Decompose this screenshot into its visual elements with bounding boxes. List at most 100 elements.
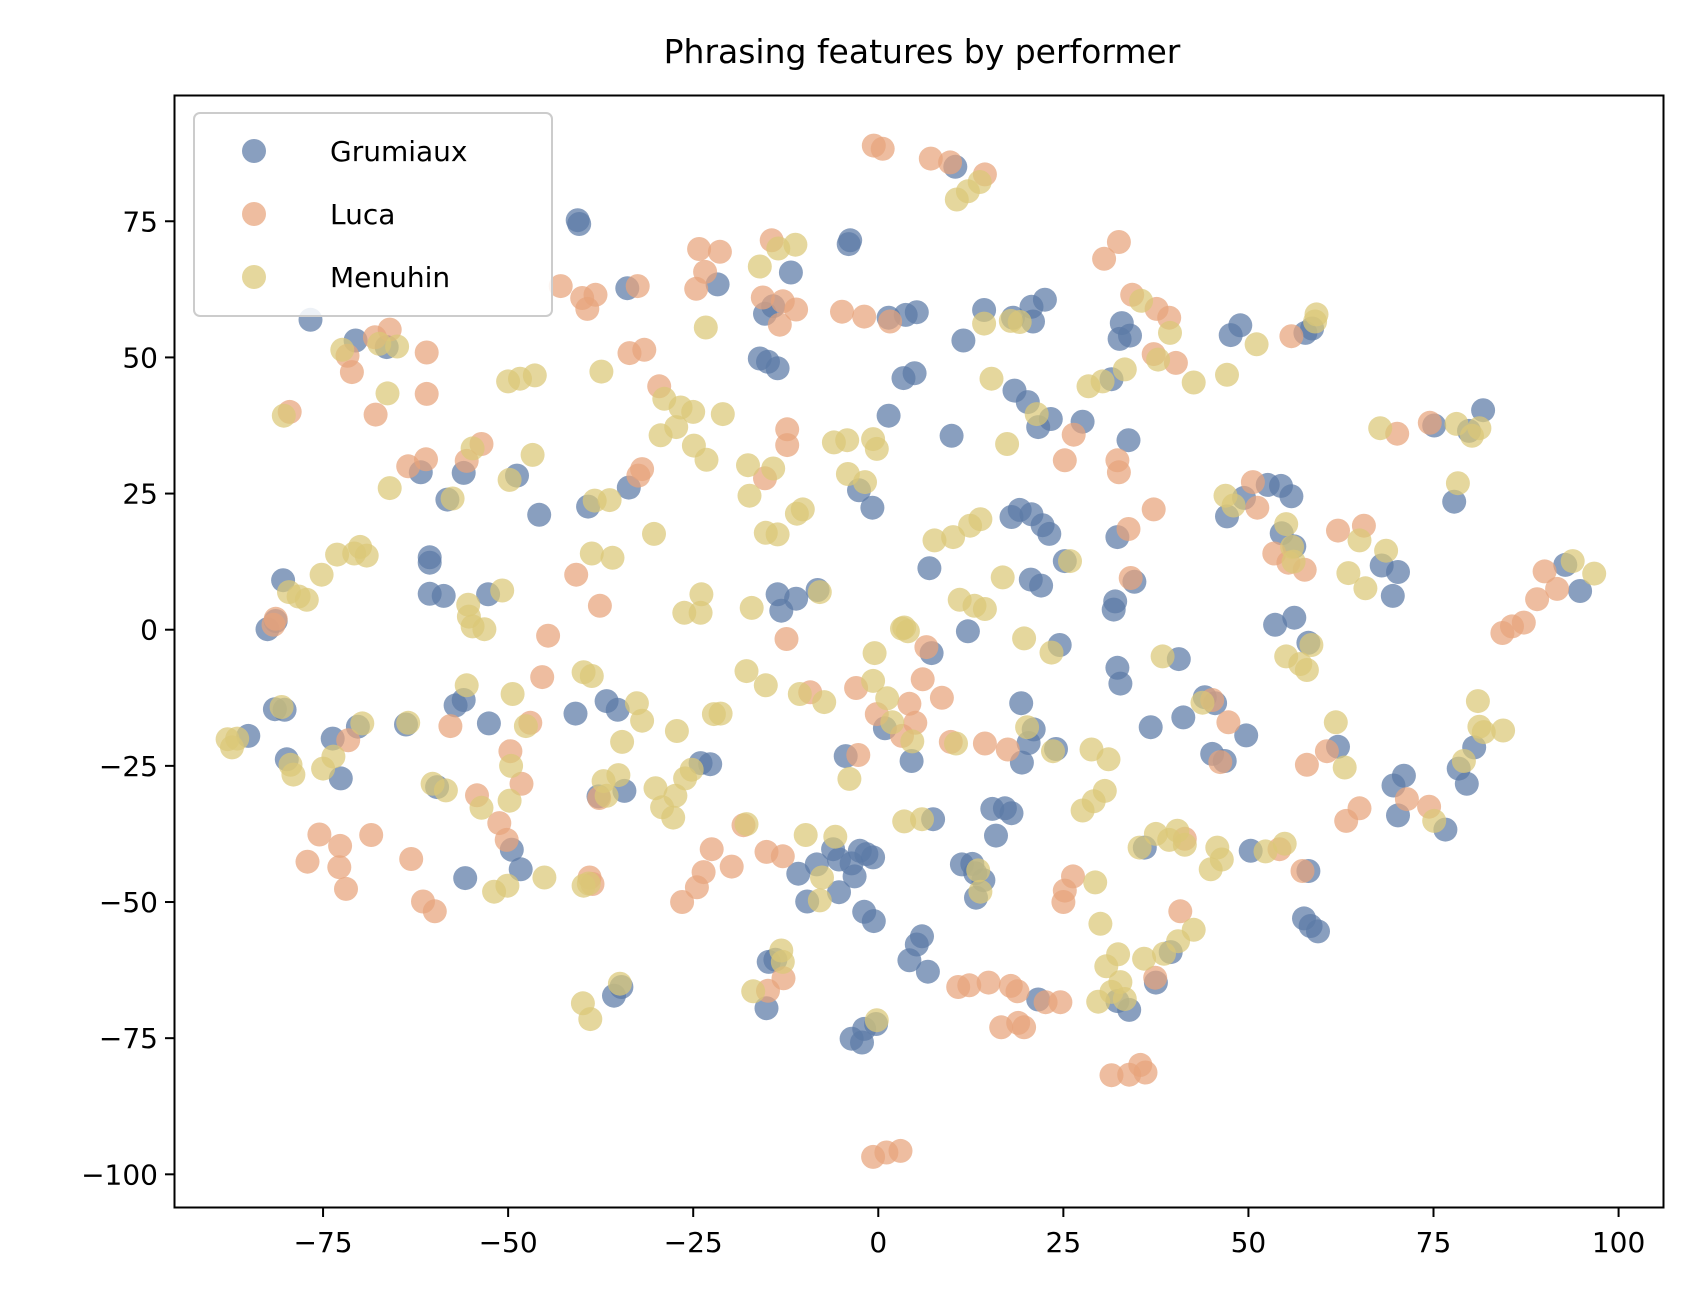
point-luca-133 [1061,864,1085,889]
point-menuhin-116 [1190,690,1215,715]
point-menuhin-62 [689,582,714,607]
point-grumiaux-8 [765,356,790,381]
point-menuhin-202 [1127,835,1152,860]
point-luca-11 [687,237,712,261]
point-grumiaux-11 [836,232,861,257]
point-menuhin-152 [643,776,668,801]
point-menuhin-45 [497,467,522,492]
point-menuhin-117 [1323,710,1348,735]
point-menuhin-63 [739,595,764,620]
point-menuhin-65 [972,311,997,336]
point-menuhin-158 [734,659,759,684]
point-grumiaux-135 [852,899,877,924]
point-menuhin-86 [1112,357,1137,382]
point-menuhin-180 [578,1007,603,1032]
point-luca-23 [1106,230,1131,254]
point-luca-127 [1012,1015,1037,1040]
point-grumiaux-133 [827,880,851,905]
point-menuhin-186 [1015,715,1040,740]
point-menuhin-206 [1165,818,1190,843]
point-luca-61 [1245,495,1270,520]
point-menuhin-169 [837,766,862,791]
point-luca-87 [438,714,463,739]
point-grumiaux-59 [1037,521,1062,546]
y-tick-label: 50 [122,341,158,374]
point-luca-115 [903,710,928,735]
point-menuhin-5 [783,232,808,257]
point-menuhin-194 [1088,911,1113,936]
point-menuhin-99 [1281,549,1306,574]
point-grumiaux-173 [1108,671,1133,696]
point-menuhin-108 [1460,423,1484,448]
point-grumiaux-16 [902,361,927,386]
point-menuhin-101 [1347,528,1372,553]
point-grumiaux-90 [1442,489,1467,514]
point-menuhin-127 [225,726,250,751]
x-tick-label: 50 [1231,1226,1267,1259]
point-luca-90 [494,827,519,852]
point-grumiaux-178 [1234,723,1259,748]
point-menuhin-199 [1112,987,1137,1011]
point-menuhin-215 [594,783,619,808]
point-menuhin-21 [648,423,673,448]
y-axis: 75 50 25 0 −25 −50 −75 −100 [81,205,175,1191]
legend-label-menuhin: Menuhin [330,261,450,294]
point-grumiaux-185 [1171,705,1196,730]
point-luca-18 [767,312,792,337]
point-menuhin-162 [741,979,766,1004]
point-grumiaux-158 [1009,691,1034,716]
point-menuhin-157 [734,812,759,837]
point-luca-43 [632,337,657,362]
chart-title: Phrasing features by performer [664,32,1181,71]
point-luca-121 [957,973,982,998]
point-menuhin-19 [710,402,735,427]
point-menuhin-142 [532,865,557,890]
point-grumiaux-14 [904,300,929,325]
point-menuhin-163 [787,682,812,706]
point-grumiaux-88 [1386,560,1410,584]
point-luca-80 [307,822,332,847]
point-luca-139 [1143,965,1168,990]
point-menuhin-214 [1272,831,1297,856]
point-grumiaux-121 [754,996,779,1021]
point-luca-51 [587,593,612,618]
point-grumiaux-72 [1103,589,1128,614]
point-luca-124 [1005,979,1030,1004]
legend-label-grumiaux: Grumiaux [330,135,467,168]
point-grumiaux-95 [1568,579,1593,603]
point-menuhin-67 [1007,310,1032,334]
point-grumiaux-30 [527,502,552,527]
point-luca-22 [1092,246,1117,271]
point-grumiaux-146 [915,959,940,984]
point-menuhin-156 [708,701,733,726]
point-menuhin-128 [269,695,294,719]
point-grumiaux-9 [778,260,803,285]
point-luca-151 [1394,787,1419,812]
point-menuhin-184 [966,858,991,883]
plot-frame [173,94,1665,1209]
point-luca-5 [548,274,573,299]
point-luca-135 [1099,1063,1124,1088]
legend-box [193,112,553,317]
x-tick-label: 100 [1592,1226,1645,1259]
point-menuhin-130 [281,762,306,787]
point-luca-140 [1168,899,1193,924]
point-luca-57 [1116,517,1141,541]
point-menuhin-27 [835,428,860,453]
point-menuhin-75 [990,565,1015,590]
point-grumiaux-78 [1279,484,1304,509]
point-menuhin-105 [1445,471,1470,496]
point-grumiaux-61 [1029,573,1054,598]
point-luca-92 [509,771,534,796]
point-menuhin-120 [1465,689,1490,714]
y-tick-label: −100 [81,1158,158,1191]
point-menuhin-174 [880,710,905,735]
point-menuhin-151 [630,708,655,733]
point-menuhin-104 [1368,416,1393,441]
point-luca-143 [1216,710,1241,735]
point-luca-58 [1141,497,1166,522]
point-menuhin-25 [761,456,786,481]
point-menuhin-213 [1253,839,1278,864]
point-luca-28 [1163,350,1188,375]
point-luca-2 [918,146,943,171]
